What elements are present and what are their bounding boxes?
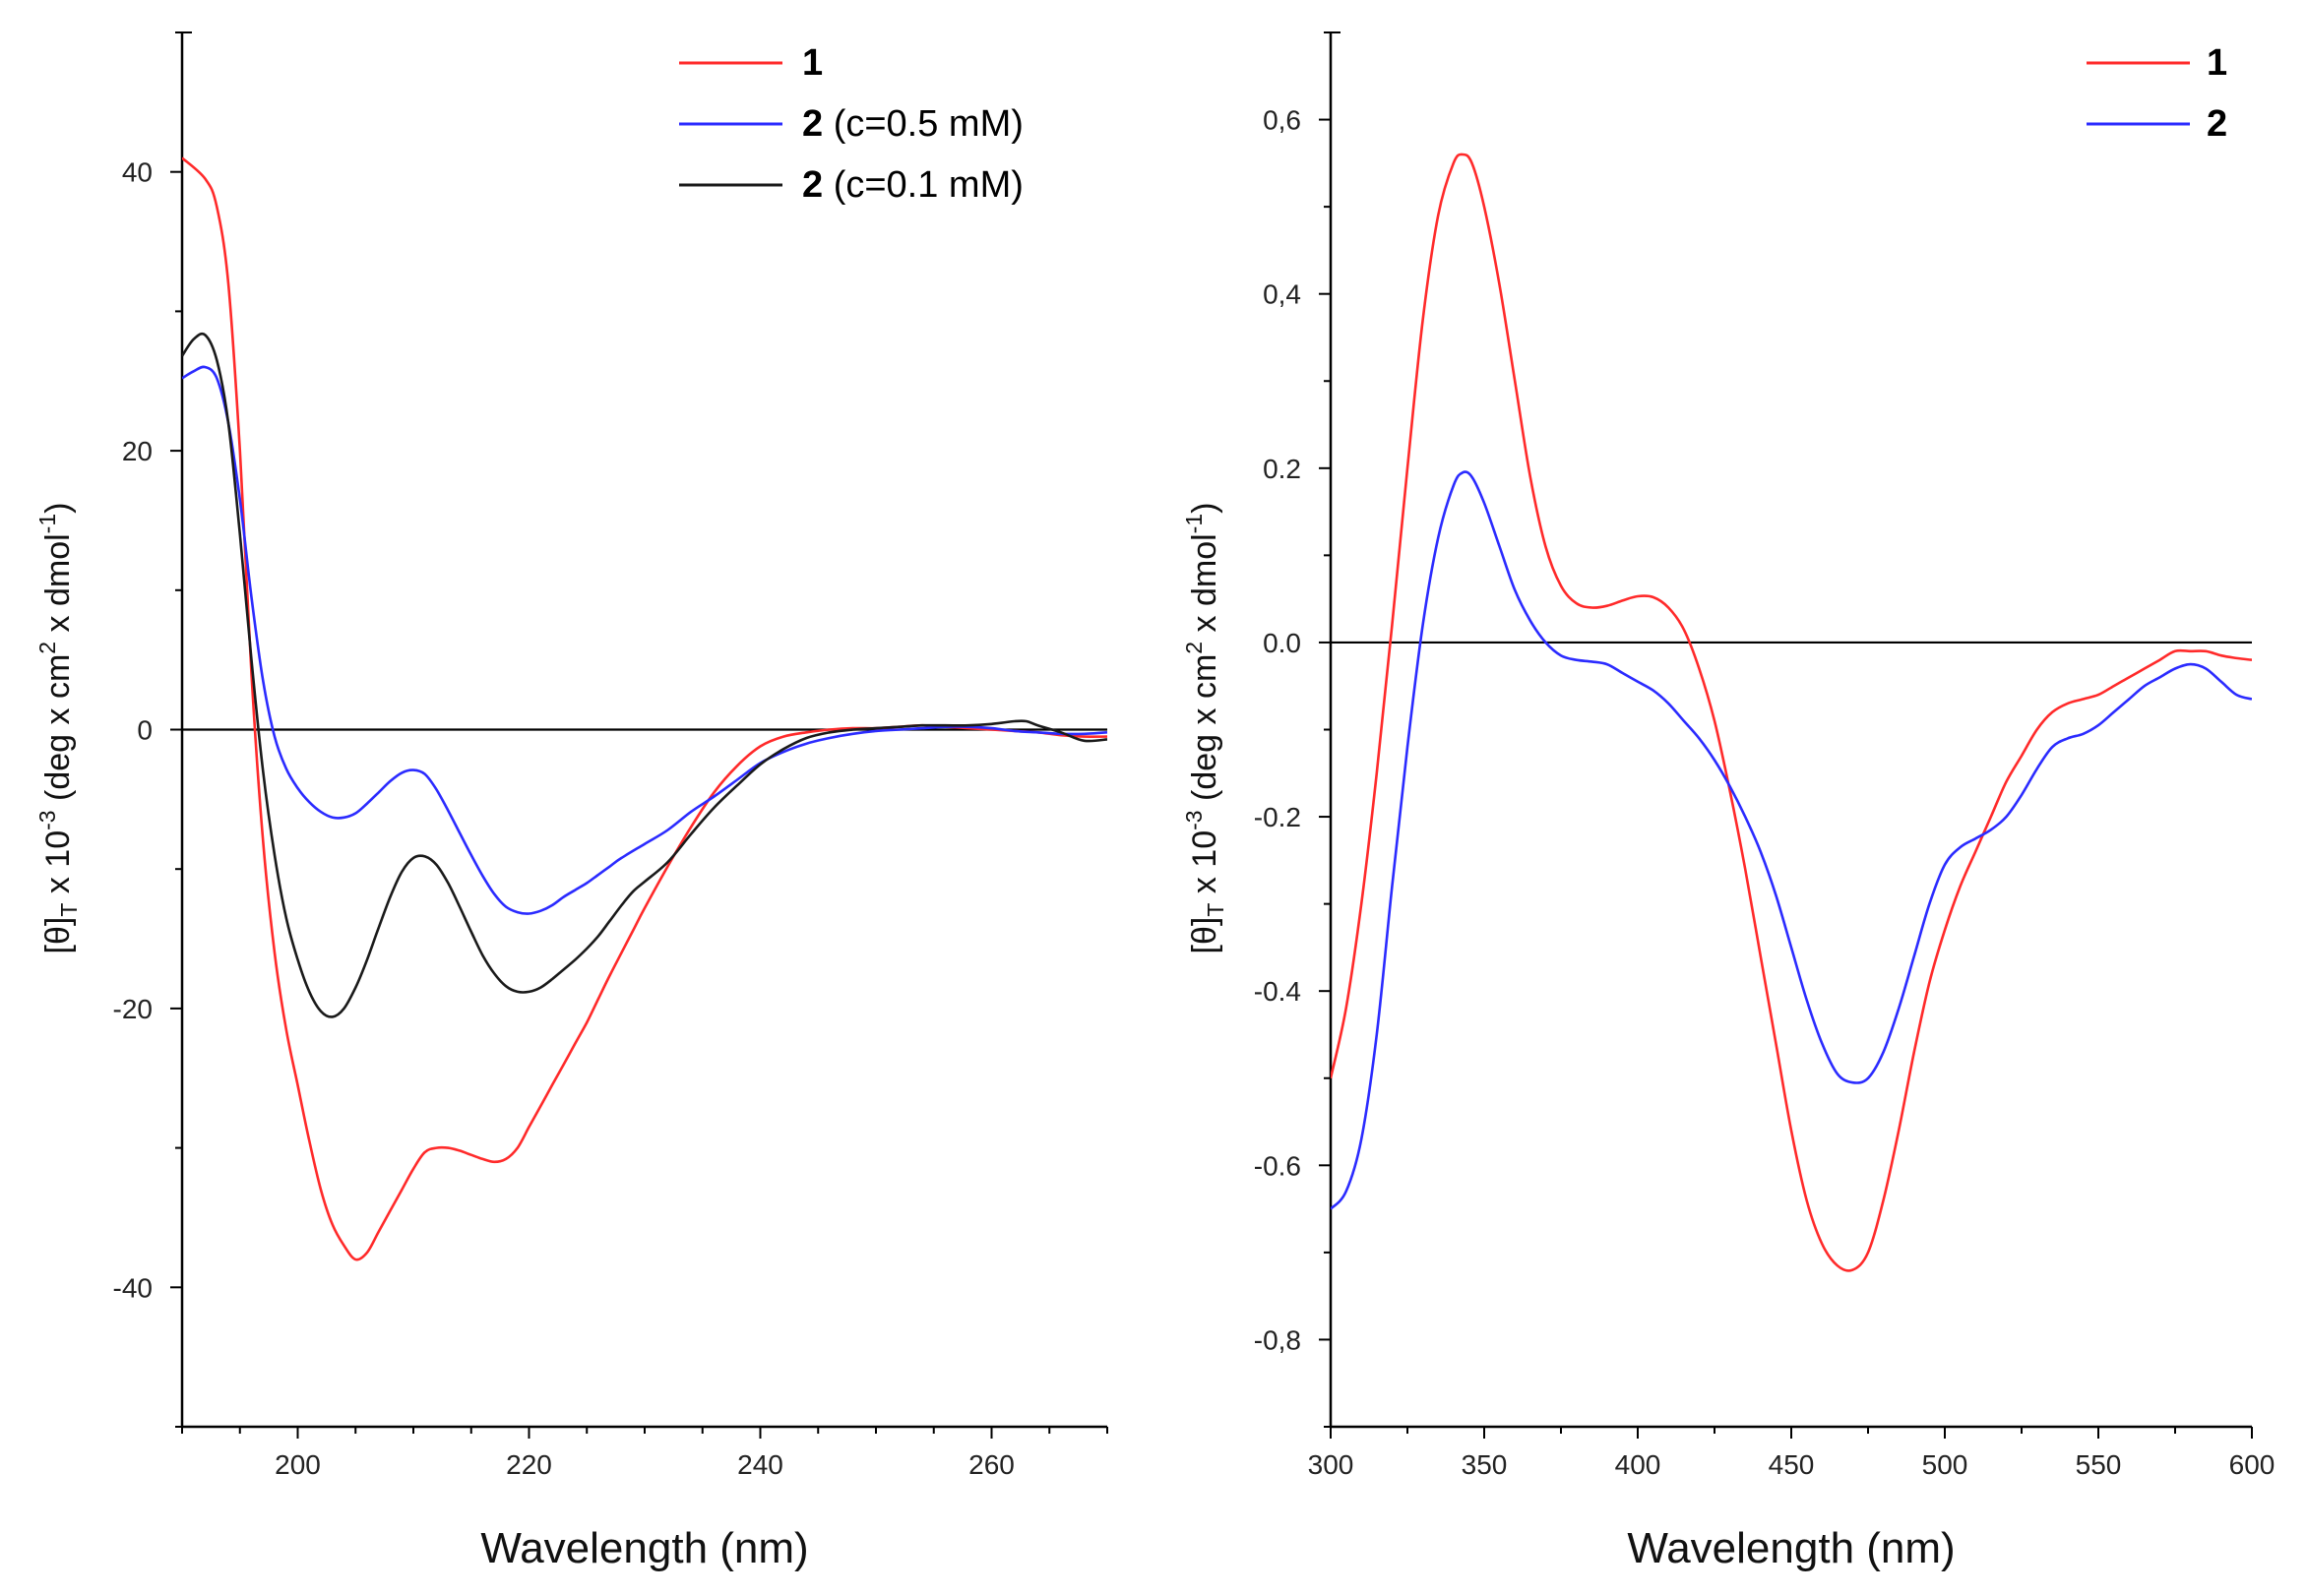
x-axis-title: Wavelength (nm) [480, 1524, 808, 1572]
y-tick-label: 0 [137, 715, 153, 746]
x-axis-title: Wavelength (nm) [1627, 1524, 1955, 1572]
series-line-3 [182, 332, 1107, 1018]
legend-label-number: 2 [2207, 103, 2227, 145]
x-tick-label: 500 [1922, 1449, 1968, 1480]
y-tick-label: -0,8 [1254, 1324, 1301, 1355]
legend-label-concentration: (c=0.1 mM) [823, 164, 1024, 206]
y-axis-title-part: ) [39, 503, 77, 514]
y-axis-title-superscript: -1 [1181, 514, 1207, 533]
legend: 12 [2087, 42, 2227, 145]
y-axis-title-part: x dmol [39, 533, 77, 642]
series-line-2 [1331, 470, 2252, 1210]
y-axis-title: [θ]T x 10-3 (deg x cm2 x dmol-1) [1181, 503, 1228, 954]
x-tick-label: 550 [2076, 1449, 2122, 1480]
legend: 12 (c=0.5 mM)2 (c=0.1 mM) [679, 42, 1024, 206]
y-axis-title-superscript: 2 [34, 642, 60, 654]
legend-label-number: 2 [802, 164, 823, 206]
series-line-2 [182, 365, 1107, 915]
y-tick-label: 20 [122, 436, 153, 466]
legend-label-number: 1 [802, 42, 823, 84]
y-tick-label: -0.2 [1254, 802, 1301, 832]
legend-entry-3: 2 (c=0.1 mM) [802, 164, 1024, 206]
legend-entry-1: 1 [2207, 42, 2227, 84]
series-line-1 [1331, 153, 2252, 1272]
y-axis-title-subscript: T [56, 903, 82, 917]
chart-right-cd-spectrum-visible: 300 350 400 450 500 550 600 -0,8 -0.6 -0.4 -0.2 0.0… [1181, 31, 2276, 1572]
y-tick-label: 40 [122, 157, 153, 188]
legend-label-number: 1 [2207, 42, 2227, 84]
y-axis-title-subscript: T [1203, 903, 1228, 917]
chart-left-cd-spectrum-far-uv: 200 220 240 260 -40 -20 0 20 40 Wavelength (nm) [θ… [34, 31, 1108, 1572]
y-tick-label: 0,4 [1263, 279, 1301, 310]
x-tick-label: 400 [1615, 1449, 1661, 1480]
legend-entry-1: 1 [802, 42, 823, 84]
plot-area [182, 156, 1107, 1261]
x-tick-label: 220 [506, 1449, 552, 1480]
y-axis-title-part: x 10 [39, 830, 77, 903]
y-axis-title-part: x 10 [1186, 830, 1223, 903]
y-axis-title: [θ]T x 10-3 (deg x cm2 x dmol-1) [34, 503, 82, 954]
x-tick-label: 300 [1308, 1449, 1354, 1480]
y-axis-title-superscript: 2 [1181, 642, 1207, 654]
legend-entry-2: 2 [2207, 103, 2227, 145]
legend-label-number: 2 [802, 103, 823, 145]
y-tick-label: -20 [113, 994, 153, 1024]
y-axis-title-theta: [θ] [1186, 917, 1223, 954]
x-tick-label: 350 [1462, 1449, 1508, 1480]
plot-area [1331, 153, 2252, 1272]
y-tick-label: -40 [113, 1272, 153, 1303]
x-tick-label: 200 [275, 1449, 321, 1480]
legend-label-concentration: (c=0.5 mM) [823, 103, 1024, 145]
y-axis-title-theta: [θ] [39, 917, 77, 954]
x-tick-label: 450 [1769, 1449, 1815, 1480]
x-tick-label: 600 [2229, 1449, 2276, 1480]
y-axis-title-part: ) [1186, 503, 1223, 514]
y-axis-title-superscript: -1 [34, 514, 60, 533]
y-tick-label: 0.0 [1263, 628, 1301, 658]
y-axis-title-superscript: -3 [1181, 810, 1207, 829]
y-tick-label: -0.6 [1254, 1150, 1301, 1181]
y-axis-title-superscript: -3 [34, 810, 60, 829]
y-tick-label: -0.4 [1254, 976, 1301, 1007]
y-tick-label: 0.2 [1263, 454, 1301, 484]
y-axis-title-part: (deg x cm [39, 654, 77, 811]
y-axis-title-part: x dmol [1186, 533, 1223, 642]
x-tick-label: 240 [737, 1449, 783, 1480]
y-axis-title-part: (deg x cm [1186, 654, 1223, 811]
legend-entry-2: 2 (c=0.5 mM) [802, 103, 1024, 145]
y-tick-label: 0,6 [1263, 105, 1301, 136]
x-tick-label: 260 [968, 1449, 1015, 1480]
